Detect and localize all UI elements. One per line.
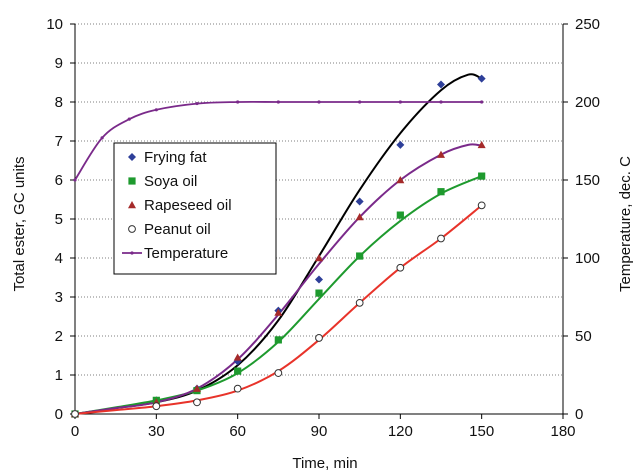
temperature-line <box>74 100 482 181</box>
x-tick-label: 0 <box>71 423 79 440</box>
rapeseed-oil-point <box>437 150 445 158</box>
y2-tick-label: 200 <box>575 94 600 111</box>
temperature-point <box>480 100 484 104</box>
y-tick-label: 0 <box>55 406 63 423</box>
rapeseed-oil-legend-label: Rapeseed oil <box>144 197 232 214</box>
tick-labels: 0 30 60 90 120 150 180012345678910050100150200… <box>46 16 600 440</box>
frying-fat-point <box>355 197 364 206</box>
peanut-oil-point <box>396 263 405 272</box>
y-tick-label: 2 <box>55 328 63 345</box>
temperature-point <box>398 100 402 104</box>
rapeseed-oil-point <box>274 308 283 316</box>
peanut-oil-point <box>355 298 364 307</box>
y2-tick-label: 50 <box>575 328 592 345</box>
peanut-oil-point <box>274 369 283 377</box>
y2-tick-label: 150 <box>575 172 600 189</box>
y-tick-label: 5 <box>55 211 63 228</box>
temperature-point <box>317 100 321 104</box>
temperature-point <box>236 100 240 104</box>
y2-tick-label: 250 <box>575 16 600 33</box>
peanut-oil-legend-label: Peanut oil <box>144 221 211 238</box>
temperature-point <box>100 136 104 140</box>
frying-fat-point <box>437 80 445 89</box>
data-markers <box>71 74 486 418</box>
peanut-oil-point <box>477 201 486 210</box>
axes <box>70 23 568 419</box>
rapeseed-oil-legend-symbol <box>128 201 136 209</box>
rapeseed-oil-point <box>315 254 323 262</box>
y-tick-label: 6 <box>55 172 63 189</box>
rapeseed-oil-point <box>396 176 405 184</box>
rapeseed-oil-point <box>477 140 486 149</box>
y-tick-label: 3 <box>55 289 63 306</box>
soya-oil-legend-label: Soya oil <box>144 173 197 190</box>
soya-oil-point <box>234 367 242 375</box>
temperature-point <box>358 100 362 104</box>
x-tick-label: 180 <box>550 423 575 440</box>
legend: Frying fat Soya oil Rapeseed oil Peanut oil… <box>113 142 277 275</box>
x-tick-label: 120 <box>388 423 413 440</box>
y-tick-label: 4 <box>55 250 63 267</box>
rapeseed-oil-point <box>355 213 364 221</box>
soya-oil-point <box>478 172 486 180</box>
frying-fat-legend-label: Frying fat <box>144 149 207 166</box>
peanut-oil-point <box>193 398 201 407</box>
peanut-oil-point <box>315 334 323 342</box>
frying-fat-point <box>477 74 486 83</box>
rapeseed-oil-point <box>193 384 201 392</box>
frying-fat-legend-symbol <box>128 153 136 161</box>
soya-oil-point <box>356 252 364 260</box>
rapeseed-oil-point <box>233 353 242 361</box>
y-tick-label: 9 <box>55 55 63 72</box>
x-tick-label: 30 <box>148 423 165 440</box>
temperature-legend-label: Temperature <box>144 245 228 262</box>
soya-oil-point <box>437 188 445 196</box>
y2-axis-title: Temperature, dec. C <box>617 156 634 292</box>
temperature-point <box>276 100 280 104</box>
frying-fat-point <box>396 140 405 149</box>
x-tick-label: 150 <box>469 423 494 440</box>
y-tick-label: 8 <box>55 94 63 111</box>
y-tick-label: 1 <box>55 367 63 384</box>
soya-oil-point <box>396 211 404 219</box>
peanut-oil-point <box>437 234 445 243</box>
x-tick-label: 90 <box>311 423 328 440</box>
y-tick-label: 7 <box>55 133 63 150</box>
y2-tick-label: 100 <box>575 250 600 267</box>
x-axis-title: Time, min <box>292 455 357 472</box>
temperature-point <box>127 117 131 121</box>
y-axis-title: Total ester, GC units <box>11 156 28 291</box>
soya-oil-point <box>315 289 323 297</box>
x-tick-label: 60 <box>229 423 246 440</box>
peanut-oil-legend-symbol <box>128 225 136 233</box>
peanut-oil-point <box>233 384 242 393</box>
peanut-oil-point <box>71 410 79 418</box>
peanut-oil-point <box>152 402 161 411</box>
soya-oil-legend-symbol <box>128 177 136 185</box>
frying-fat-point <box>315 275 323 284</box>
temperature-point <box>154 108 158 112</box>
y-tick-label: 10 <box>46 16 63 33</box>
temperature-point <box>439 100 443 104</box>
temperature-point <box>73 178 77 182</box>
soya-oil-point <box>274 336 282 344</box>
temperature-legend-dot <box>130 251 134 255</box>
y2-tick-label: 0 <box>575 406 583 423</box>
temperature-point <box>195 101 199 106</box>
